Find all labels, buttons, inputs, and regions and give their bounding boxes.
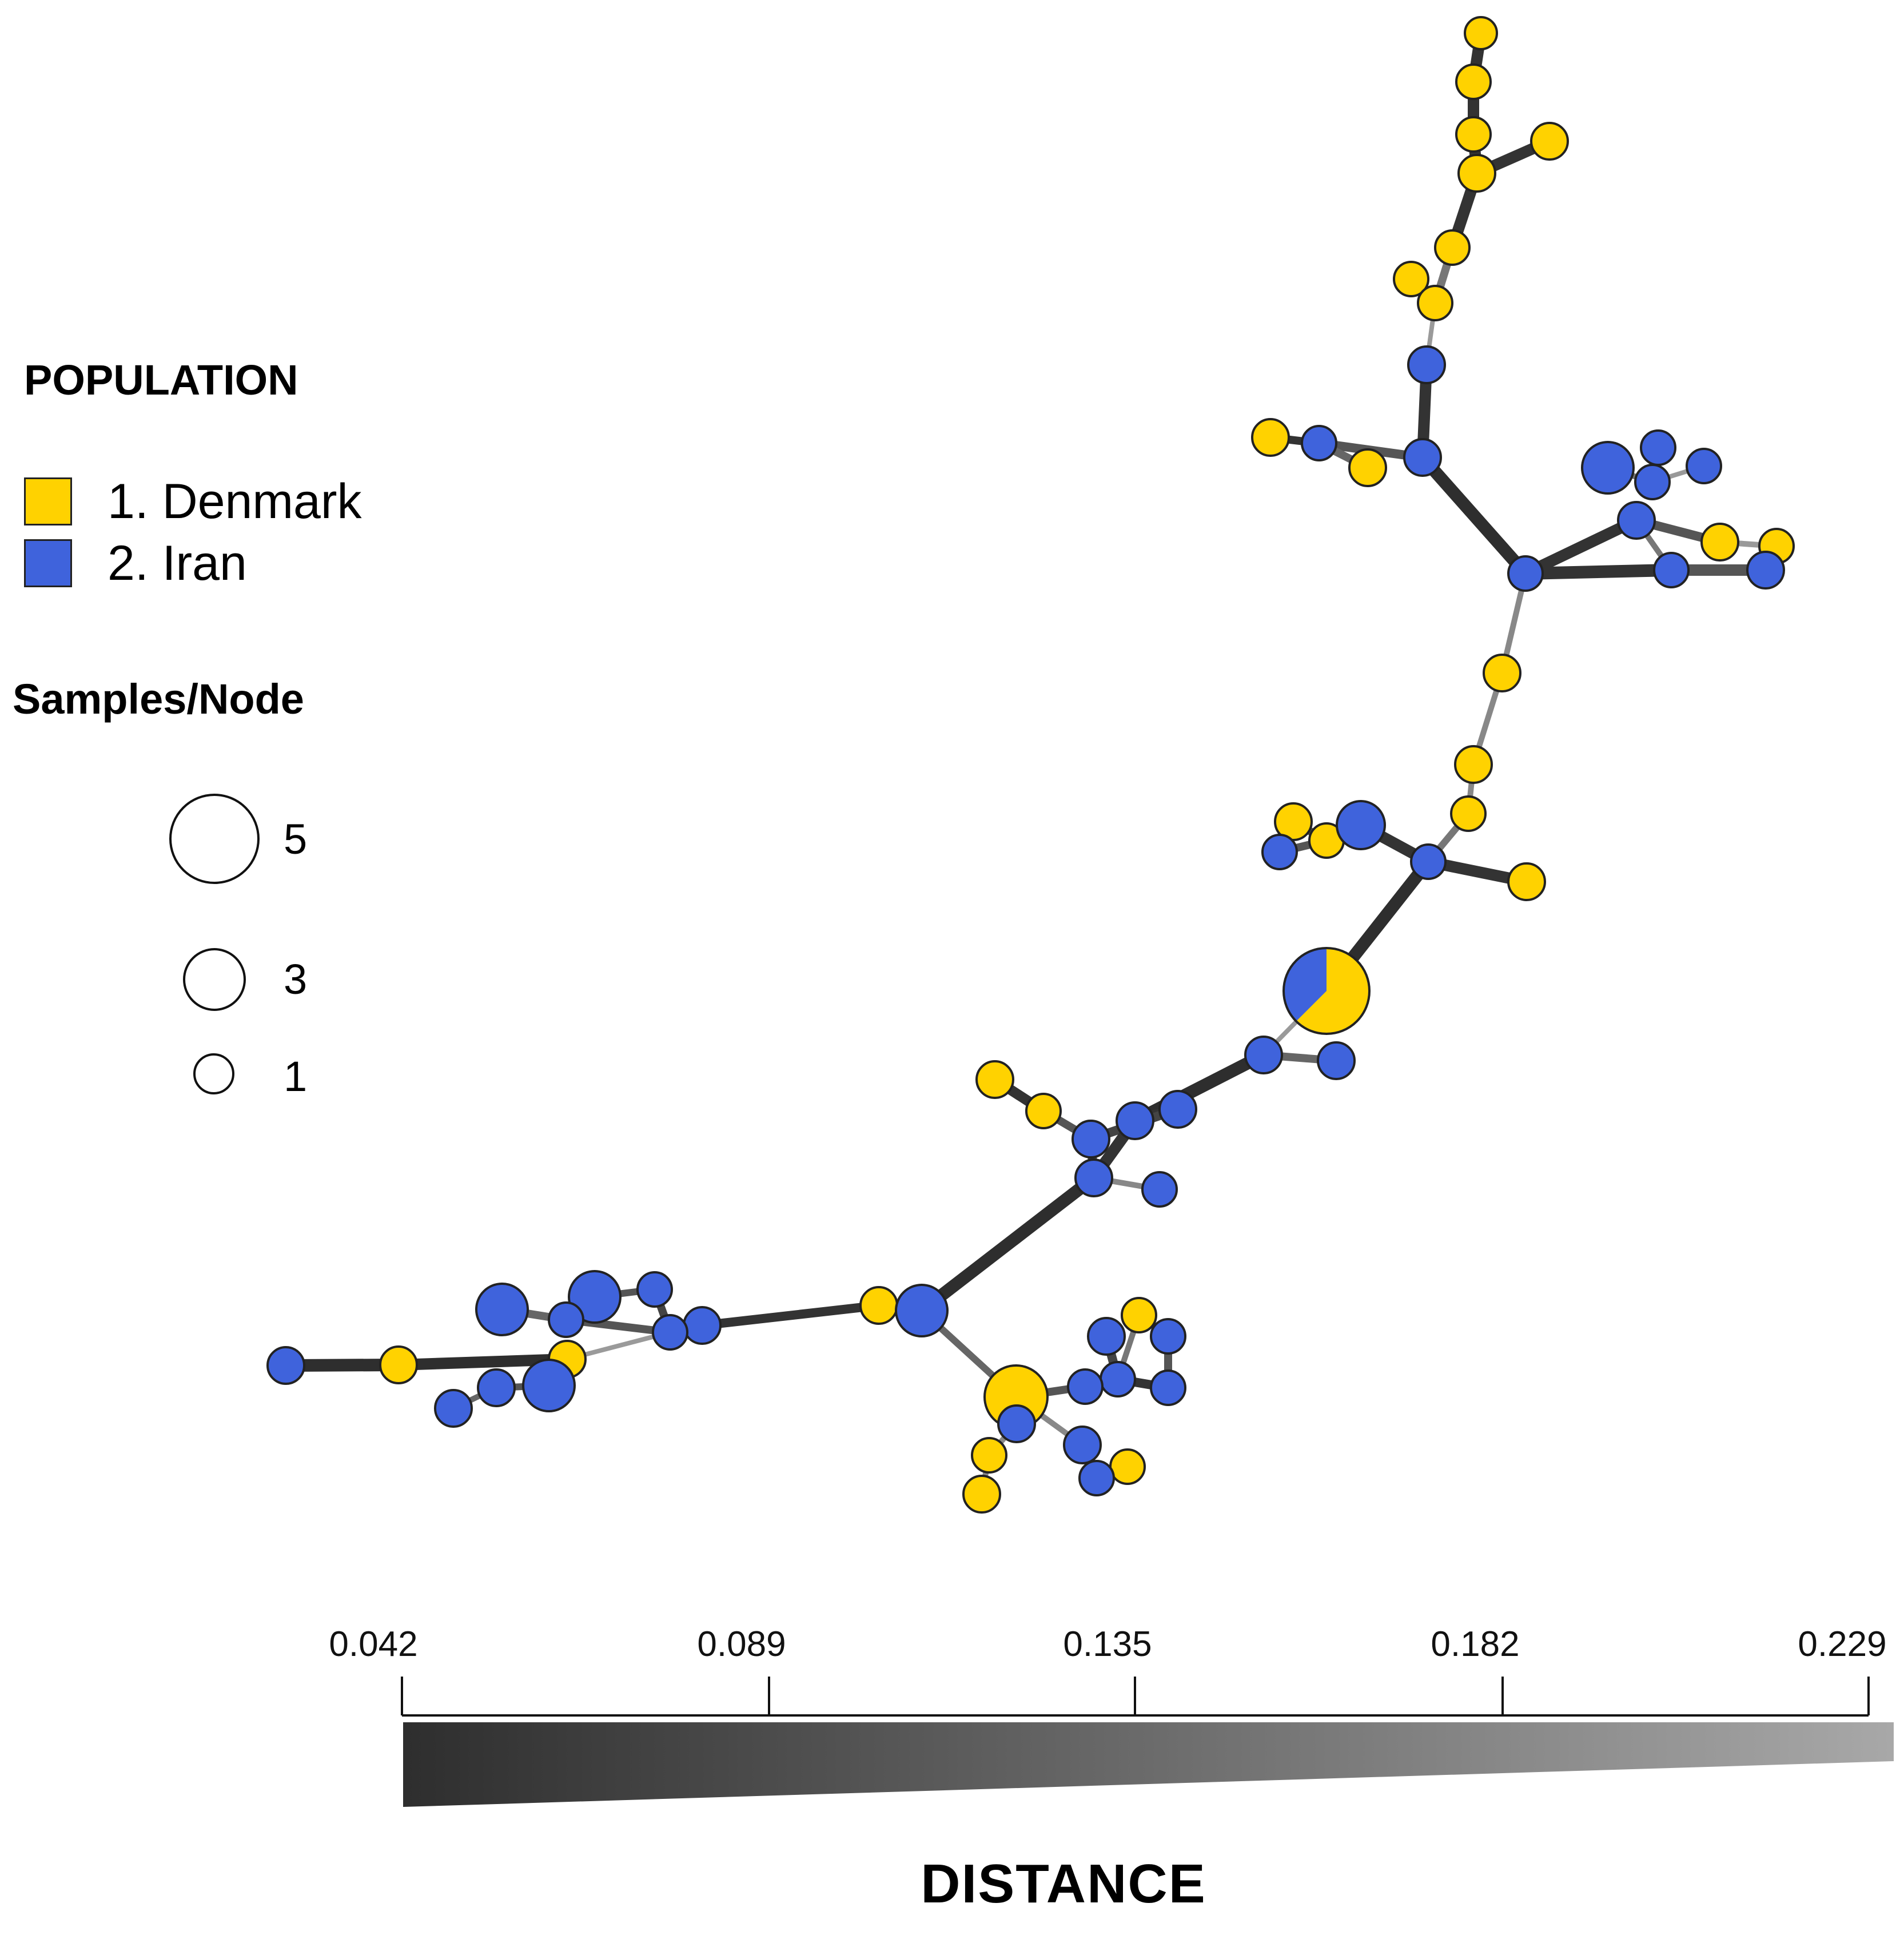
denmark-node bbox=[1109, 1448, 1146, 1485]
iran-node bbox=[1087, 1317, 1126, 1356]
size-label-3: 3 bbox=[284, 955, 308, 1003]
distance-tick-label-3: 0.135 bbox=[1063, 1625, 1152, 1664]
mixed-haplotype-node bbox=[1282, 947, 1371, 1035]
iran-node bbox=[652, 1314, 688, 1351]
iran-node bbox=[997, 1404, 1036, 1443]
denmark-node bbox=[1700, 523, 1739, 562]
denmark-node bbox=[1507, 862, 1546, 901]
size-circle-3 bbox=[183, 948, 246, 1011]
denmark-node bbox=[971, 1437, 1007, 1474]
iran-node bbox=[1158, 1090, 1197, 1129]
iran-node bbox=[1078, 1460, 1115, 1496]
iran-node bbox=[1746, 551, 1785, 590]
legend-label-iran: 2. Iran bbox=[107, 535, 247, 591]
network-edge bbox=[393, 1353, 573, 1371]
iran-node bbox=[477, 1368, 516, 1407]
distance-tick-label-4: 0.182 bbox=[1431, 1625, 1520, 1664]
iran-node bbox=[1244, 1036, 1283, 1074]
denmark-node bbox=[1455, 63, 1492, 100]
distance-scale bbox=[401, 1677, 1894, 1807]
population-legend-title: POPULATION bbox=[24, 356, 298, 404]
iran-swatch bbox=[24, 539, 72, 587]
iran-node bbox=[1686, 448, 1722, 484]
iran-node bbox=[1336, 800, 1386, 850]
distance-tick-label-5: 0.229 bbox=[1798, 1625, 1887, 1664]
iran-node bbox=[475, 1283, 529, 1336]
denmark-node bbox=[1121, 1297, 1157, 1333]
iran-node bbox=[1617, 501, 1656, 540]
network-nodes bbox=[266, 16, 1795, 1514]
legend-item-iran: 2. Iran bbox=[24, 535, 247, 591]
denmark-swatch bbox=[24, 477, 72, 525]
denmark-node bbox=[1464, 16, 1498, 50]
iran-node bbox=[568, 1270, 622, 1324]
iran-node bbox=[1640, 429, 1676, 466]
iran-node bbox=[522, 1359, 576, 1412]
iran-node bbox=[1261, 834, 1298, 870]
legend-item-denmark: 1. Denmark bbox=[24, 473, 362, 529]
size-circle-1 bbox=[193, 1053, 234, 1094]
iran-node bbox=[1301, 425, 1337, 461]
denmark-node bbox=[1455, 116, 1492, 153]
samples-legend-title: Samples/Node bbox=[13, 675, 304, 723]
network-edge bbox=[915, 1172, 1100, 1317]
iran-node bbox=[1100, 1361, 1136, 1397]
network-edge bbox=[1520, 515, 1642, 579]
iran-node bbox=[1317, 1041, 1356, 1080]
denmark-node bbox=[1454, 745, 1493, 784]
iran-node bbox=[1634, 464, 1671, 500]
iran-node bbox=[1116, 1101, 1154, 1140]
denmark-node bbox=[1417, 285, 1453, 321]
iran-node bbox=[1072, 1120, 1110, 1158]
network-edge bbox=[1519, 564, 1678, 580]
network-edge bbox=[1416, 451, 1532, 580]
iran-node bbox=[683, 1306, 722, 1345]
distance-tick-label-1: 0.042 bbox=[329, 1625, 418, 1664]
iran-node bbox=[548, 1301, 584, 1338]
iran-node bbox=[1063, 1426, 1102, 1464]
denmark-node bbox=[1025, 1093, 1062, 1129]
denmark-node bbox=[1483, 654, 1521, 692]
iran-node bbox=[1581, 441, 1635, 495]
iran-node bbox=[1074, 1158, 1113, 1197]
size-label-5: 5 bbox=[284, 815, 308, 863]
size-circle-5 bbox=[169, 794, 260, 884]
iran-node bbox=[266, 1346, 305, 1385]
iran-node bbox=[1653, 552, 1690, 588]
denmark-node bbox=[962, 1475, 1001, 1514]
iran-node bbox=[1410, 843, 1447, 880]
distance-title: DISTANCE bbox=[921, 1853, 1206, 1914]
size-label-1: 1 bbox=[284, 1053, 308, 1100]
iran-node bbox=[1067, 1368, 1104, 1405]
denmark-node bbox=[379, 1345, 418, 1384]
denmark-node bbox=[859, 1286, 898, 1325]
denmark-node bbox=[1457, 154, 1496, 193]
iran-node bbox=[636, 1271, 673, 1308]
iran-node bbox=[1150, 1369, 1186, 1406]
iran-node bbox=[1403, 438, 1442, 477]
iran-node bbox=[895, 1284, 949, 1337]
denmark-node bbox=[1530, 122, 1569, 161]
iran-node bbox=[1150, 1318, 1186, 1355]
distance-tick-label-2: 0.089 bbox=[697, 1625, 786, 1664]
iran-node bbox=[1507, 555, 1544, 592]
iran-node bbox=[434, 1389, 473, 1428]
denmark-node bbox=[975, 1060, 1014, 1099]
network-edges bbox=[280, 27, 1779, 1497]
denmark-node bbox=[1251, 418, 1290, 457]
denmark-node bbox=[1450, 795, 1487, 832]
iran-node bbox=[1407, 345, 1446, 384]
denmark-node bbox=[1348, 448, 1387, 487]
denmark-node bbox=[1393, 261, 1429, 297]
denmark-node bbox=[1434, 229, 1471, 266]
distance-gradient-wedge bbox=[403, 1722, 1894, 1807]
legend-label-denmark: 1. Denmark bbox=[107, 473, 362, 529]
network-edge bbox=[698, 1301, 883, 1330]
iran-node bbox=[1141, 1171, 1178, 1208]
